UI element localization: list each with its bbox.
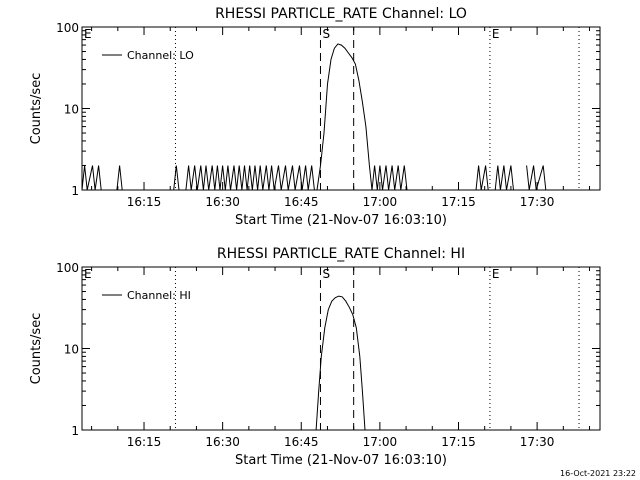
event-label: E xyxy=(84,27,92,41)
chart-panel-lo: RHESSI PARTICLE_RATE Channel: LO 16:15 16:… xyxy=(29,6,601,228)
x-tick-label: 17:15 xyxy=(441,195,476,209)
x-tick-label: 17:00 xyxy=(363,195,398,209)
x-axis-label: Start Time (21-Nov-07 16:03:10) xyxy=(235,453,447,468)
x-tick-label: 17:00 xyxy=(363,435,398,449)
x-tick-label: 17:15 xyxy=(441,435,476,449)
x-tick-label: 17:30 xyxy=(520,435,555,449)
legend-label: Channel: HI xyxy=(127,289,191,302)
series-line xyxy=(475,165,514,191)
y-tick-label: 10 xyxy=(64,103,79,117)
y-tick-label: 1 xyxy=(71,184,79,198)
series-line xyxy=(173,43,408,191)
y-axis-label: Counts/sec xyxy=(29,313,44,385)
x-tick-label: 17:30 xyxy=(520,195,555,209)
y-tick-label: 1 xyxy=(71,424,79,438)
x-axis-label: Start Time (21-Nov-07 16:03:10) xyxy=(235,213,447,228)
event-label: S xyxy=(322,27,330,41)
legend-label: Channel: LO xyxy=(127,49,194,62)
chart-title: RHESSI PARTICLE_RATE Channel: LO xyxy=(215,6,467,22)
x-tick-label: 16:30 xyxy=(205,195,240,209)
series-line xyxy=(526,165,547,191)
y-tick-label: 10 xyxy=(64,343,79,357)
series-line xyxy=(81,165,102,191)
series-line xyxy=(315,295,366,431)
y-axis-label: Counts/sec xyxy=(29,73,44,145)
y-tick-label: 100 xyxy=(56,261,79,275)
event-label: E xyxy=(84,267,92,281)
event-label: E xyxy=(492,267,500,281)
y-tick-label: 100 xyxy=(56,21,79,35)
x-tick-label: 16:15 xyxy=(127,195,162,209)
x-tick-label: 16:30 xyxy=(205,435,240,449)
x-tick-label: 16:15 xyxy=(127,435,162,449)
x-tick-label: 16:45 xyxy=(284,435,319,449)
x-tick-label: 16:45 xyxy=(284,195,319,209)
chart-title: RHESSI PARTICLE_RATE Channel: HI xyxy=(217,246,465,262)
footer-timestamp: 16-Oct-2021 23:22 xyxy=(560,469,636,478)
event-label: E xyxy=(492,27,500,41)
series-line xyxy=(116,165,123,191)
event-label: S xyxy=(322,267,330,281)
chart-panel-hi: RHESSI PARTICLE_RATE Channel: HI 16:15 16:… xyxy=(29,246,601,468)
